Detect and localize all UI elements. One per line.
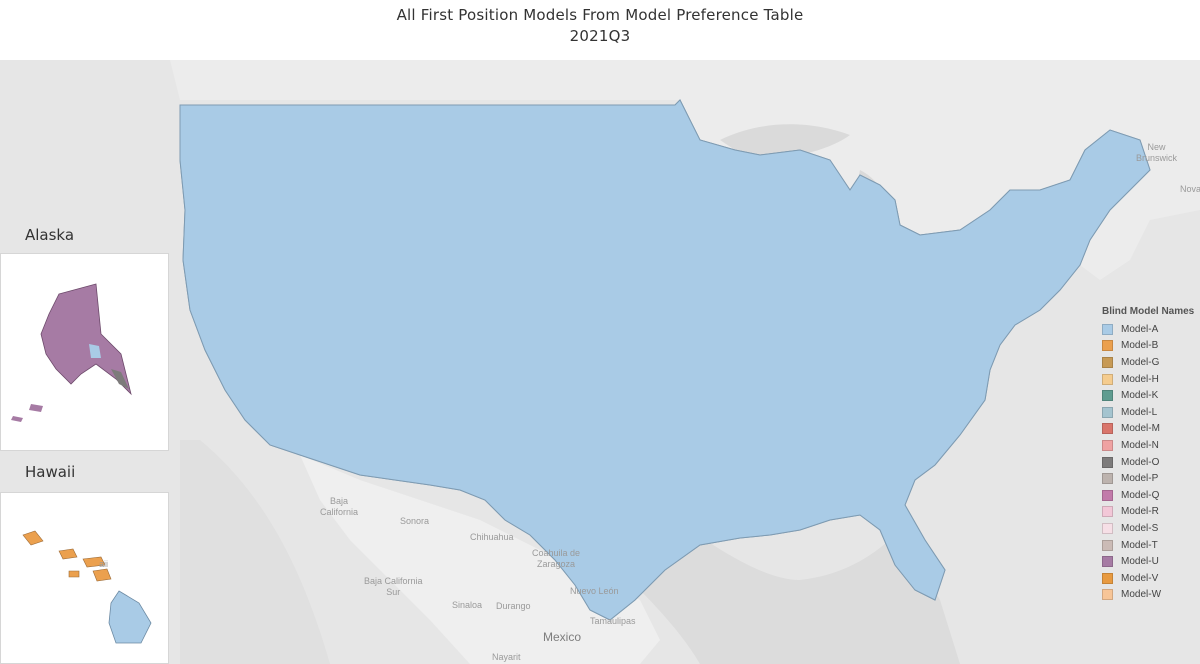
legend-title: Blind Model Names bbox=[1102, 306, 1195, 317]
place-tamaulipas: Tamaulipas bbox=[590, 616, 636, 626]
legend-swatch bbox=[1102, 556, 1113, 568]
title-line-2: 2021Q3 bbox=[569, 27, 631, 45]
legend-swatch bbox=[1102, 373, 1113, 385]
hawaii-label: Hawaii bbox=[25, 463, 76, 481]
pacific-water bbox=[180, 440, 330, 664]
place-mexico: Mexico bbox=[543, 630, 582, 644]
legend-swatch bbox=[1102, 473, 1113, 485]
legend-swatch bbox=[1102, 356, 1113, 368]
legend-item-model-l[interactable]: Model-L bbox=[1102, 404, 1194, 421]
alaska-shape-svg bbox=[11, 283, 132, 422]
place-new-brunswick: New Brunswick bbox=[1136, 142, 1178, 163]
legend-swatch bbox=[1102, 456, 1113, 468]
legend-item-model-s[interactable]: Model-S bbox=[1102, 520, 1194, 537]
legend-item-model-k[interactable]: Model-K bbox=[1102, 387, 1194, 404]
legend-label: Model-K bbox=[1121, 390, 1159, 402]
legend-swatch bbox=[1102, 406, 1113, 418]
legend-label: Model-U bbox=[1121, 556, 1159, 568]
legend: Blind Model Names Model-A Model-B Model-G M… bbox=[1102, 306, 1194, 603]
legend-label: Model-V bbox=[1121, 572, 1159, 584]
legend-swatch bbox=[1102, 539, 1113, 551]
legend-item-model-a[interactable]: Model-A bbox=[1102, 321, 1194, 338]
legend-label: Model-N bbox=[1121, 439, 1159, 451]
hawaii-shape-svg bbox=[22, 530, 152, 644]
map-title: All First Position Models From Model Pre… bbox=[0, 5, 1200, 47]
legend-swatch bbox=[1102, 340, 1113, 352]
legend-label: Model-H bbox=[1121, 373, 1159, 385]
legend-item-model-n[interactable]: Model-N bbox=[1102, 437, 1194, 454]
legend-label: Model-S bbox=[1121, 522, 1159, 534]
legend-label: Model-G bbox=[1121, 356, 1160, 368]
legend-swatch bbox=[1102, 390, 1113, 402]
legend-item-model-q[interactable]: Model-Q bbox=[1102, 487, 1194, 504]
legend-item-model-h[interactable]: Model-H bbox=[1102, 371, 1194, 388]
place-nayarit: Nayarit bbox=[492, 652, 521, 662]
place-coahuila: Coahuila de Zaragoza bbox=[532, 548, 581, 569]
legend-swatch bbox=[1102, 522, 1113, 534]
legend-item-model-v[interactable]: Model-V bbox=[1102, 570, 1194, 587]
place-nuevo-leon: Nuevo León bbox=[570, 586, 619, 596]
place-nova: Nova bbox=[1180, 184, 1200, 194]
alaska-label: Alaska bbox=[25, 226, 75, 244]
legend-label: Model-T bbox=[1121, 539, 1158, 551]
legend-label: Model-W bbox=[1121, 589, 1162, 601]
legend-label: Model-B bbox=[1121, 340, 1159, 352]
place-baja-california: Baja California bbox=[320, 496, 359, 517]
legend-item-model-t[interactable]: Model-T bbox=[1102, 537, 1194, 554]
place-chihuahua: Chihuahua bbox=[470, 532, 514, 542]
lake-superior bbox=[720, 124, 850, 160]
legend-item-model-u[interactable]: Model-U bbox=[1102, 553, 1194, 570]
place-sinaloa: Sinaloa bbox=[452, 600, 483, 610]
place-sonora: Sonora bbox=[400, 516, 430, 526]
legend-item-model-b[interactable]: Model-B bbox=[1102, 338, 1194, 355]
legend-item-model-w[interactable]: Model-W bbox=[1102, 587, 1194, 604]
gulf-water bbox=[630, 490, 960, 664]
legend-item-model-o[interactable]: Model-O bbox=[1102, 454, 1194, 471]
legend-item-model-p[interactable]: Model-P bbox=[1102, 470, 1194, 487]
legend-item-model-r[interactable]: Model-R bbox=[1102, 504, 1194, 521]
legend-label: Model-P bbox=[1121, 473, 1159, 485]
legend-label: Model-A bbox=[1121, 323, 1159, 335]
legend-swatch bbox=[1102, 489, 1113, 501]
map-canvas[interactable]: Alaska Hawaii Baja California Sonora Chi… bbox=[0, 60, 1200, 664]
legend-swatch bbox=[1102, 323, 1113, 335]
place-hawaii-ghost: aii bbox=[99, 559, 109, 569]
legend-label: Model-M bbox=[1121, 423, 1160, 435]
basemap-svg bbox=[0, 60, 1200, 664]
legend-item-model-m[interactable]: Model-M bbox=[1102, 421, 1194, 438]
legend-items: Model-A Model-B Model-G Model-H Model-K Model… bbox=[1102, 321, 1194, 603]
legend-swatch bbox=[1102, 572, 1113, 584]
title-line-1: All First Position Models From Model Pre… bbox=[396, 6, 804, 24]
legend-swatch bbox=[1102, 439, 1113, 451]
legend-label: Model-R bbox=[1121, 506, 1159, 518]
legend-item-model-g[interactable]: Model-G bbox=[1102, 354, 1194, 371]
legend-swatch bbox=[1102, 589, 1113, 601]
legend-label: Model-Q bbox=[1121, 489, 1160, 501]
mexico-land bbox=[300, 455, 660, 664]
legend-label: Model-O bbox=[1121, 456, 1160, 468]
legend-swatch bbox=[1102, 423, 1113, 435]
hawaii-inset[interactable] bbox=[0, 492, 169, 664]
alaska-inset[interactable] bbox=[0, 253, 169, 451]
legend-swatch bbox=[1102, 506, 1113, 518]
place-baja-california-sur: Baja California Sur bbox=[364, 576, 423, 597]
legend-label: Model-L bbox=[1121, 406, 1158, 418]
place-durango: Durango bbox=[496, 601, 531, 611]
